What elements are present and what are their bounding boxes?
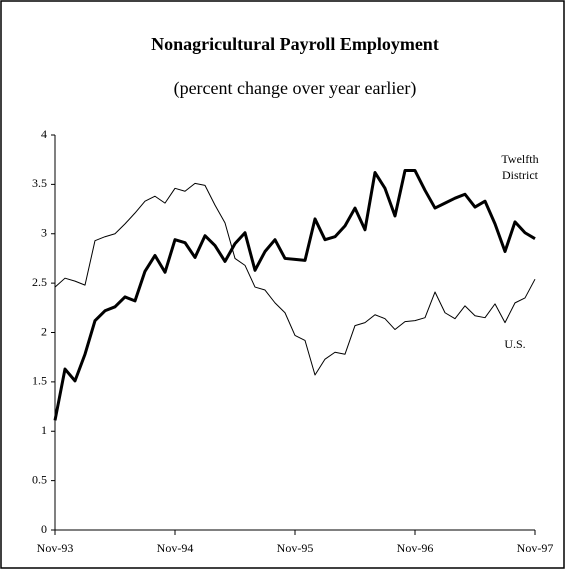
chart-title: Nonagricultural Payroll Employment <box>151 34 439 54</box>
y-tick-label: 0.5 <box>32 472 47 486</box>
series-label-line: District <box>502 168 539 182</box>
y-tick-label: 3.5 <box>32 176 47 190</box>
x-tick-label: Nov-94 <box>157 541 194 555</box>
y-tick-label: 2 <box>41 324 47 338</box>
y-tick-label: 0 <box>41 522 47 536</box>
x-tick-label: Nov-96 <box>397 541 434 555</box>
x-tick-label: Nov-95 <box>277 541 314 555</box>
series-line <box>54 182 536 376</box>
series-label: U.S. <box>504 337 525 351</box>
y-tick-label: 2.5 <box>32 275 47 289</box>
series-label-line: Twelfth <box>501 152 538 166</box>
y-tick-label: 4 <box>41 127 47 141</box>
x-tick-label: Nov-93 <box>37 541 74 555</box>
x-tick-label: Nov-97 <box>517 541 554 555</box>
chart-subtitle: (percent change over year earlier) <box>174 78 417 99</box>
series-label: Twelfth District <box>501 152 538 182</box>
y-tick-label: 3 <box>41 226 47 240</box>
y-tick-label: 1 <box>41 423 47 437</box>
series-line <box>53 169 536 421</box>
y-tick-label: 1.5 <box>32 374 47 388</box>
